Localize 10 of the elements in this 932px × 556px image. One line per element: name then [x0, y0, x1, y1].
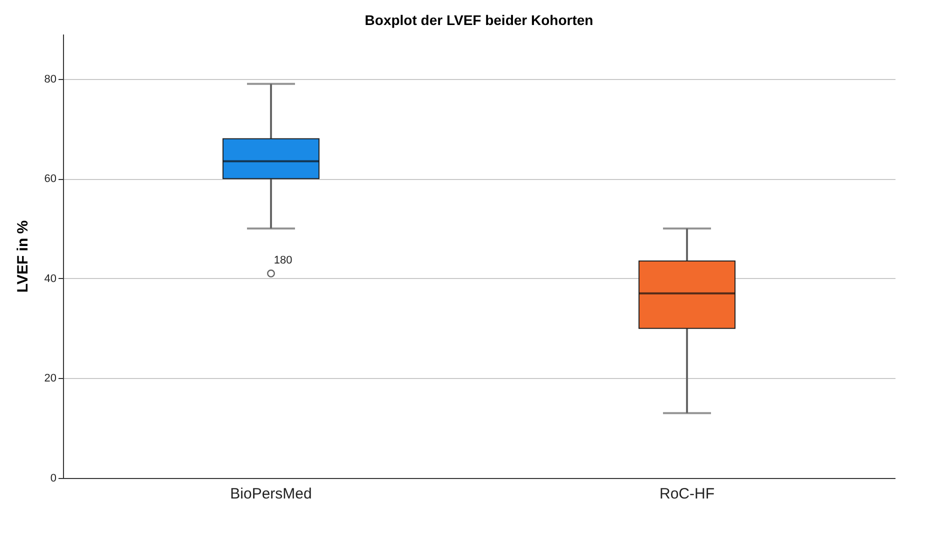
- y-tick-label: 60: [44, 173, 56, 186]
- x-tick-label: BioPersMed: [230, 486, 312, 502]
- y-axis-title: LVEF in %: [14, 220, 32, 293]
- y-tick-label: 40: [44, 272, 56, 285]
- chart-title: Boxplot der LVEF beider Kohorten: [364, 12, 594, 28]
- y-tick-label: 80: [44, 73, 56, 86]
- y-tick-label: 20: [44, 372, 56, 385]
- annotation: 180: [274, 254, 292, 266]
- x-tick-label: RoC-HF: [660, 486, 714, 502]
- y-tick-label: 0: [50, 472, 56, 484]
